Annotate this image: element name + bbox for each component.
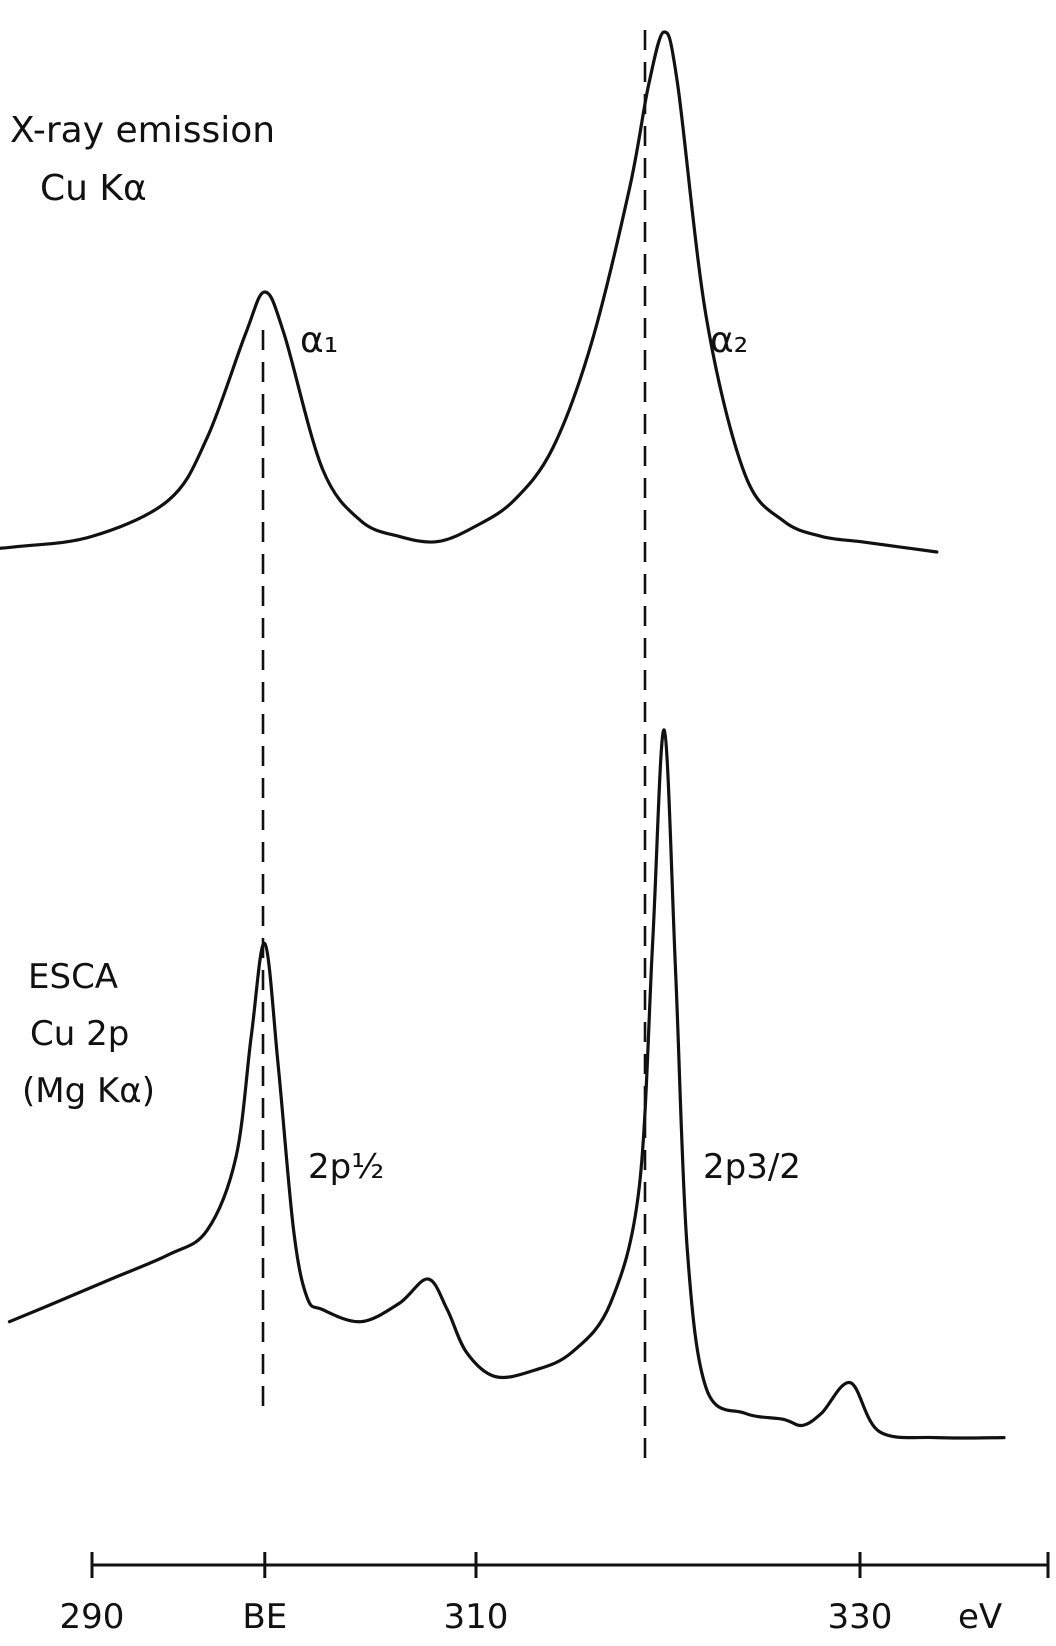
lower-subtitle: Cu 2p [30,1014,129,1054]
series-xray-emission [0,30,939,554]
x-tick-label-3: 330 [828,1597,893,1637]
annotation-alpha2: α₂ [710,320,748,361]
x-tick-label-0: 290 [60,1597,125,1637]
upper-title: X-ray emission [10,110,275,151]
upper-subtitle: Cu Kα [40,168,147,209]
x-tick-label-2: 310 [444,1597,509,1637]
x-tick-label-1: BE [242,1597,287,1637]
annotation-2p-half: 2p½ [308,1147,384,1187]
lower-subtitle2: (Mg Kα) [22,1071,155,1111]
annotation-2p-three-halves: 2p3/2 [703,1147,801,1187]
series-esca-cu2p [7,728,1006,1440]
annotation-alpha1: α₁ [300,320,338,361]
x-axis-unit-label: eV [958,1597,1002,1637]
x-axis [90,1552,1050,1578]
lower-title: ESCA [28,957,118,997]
